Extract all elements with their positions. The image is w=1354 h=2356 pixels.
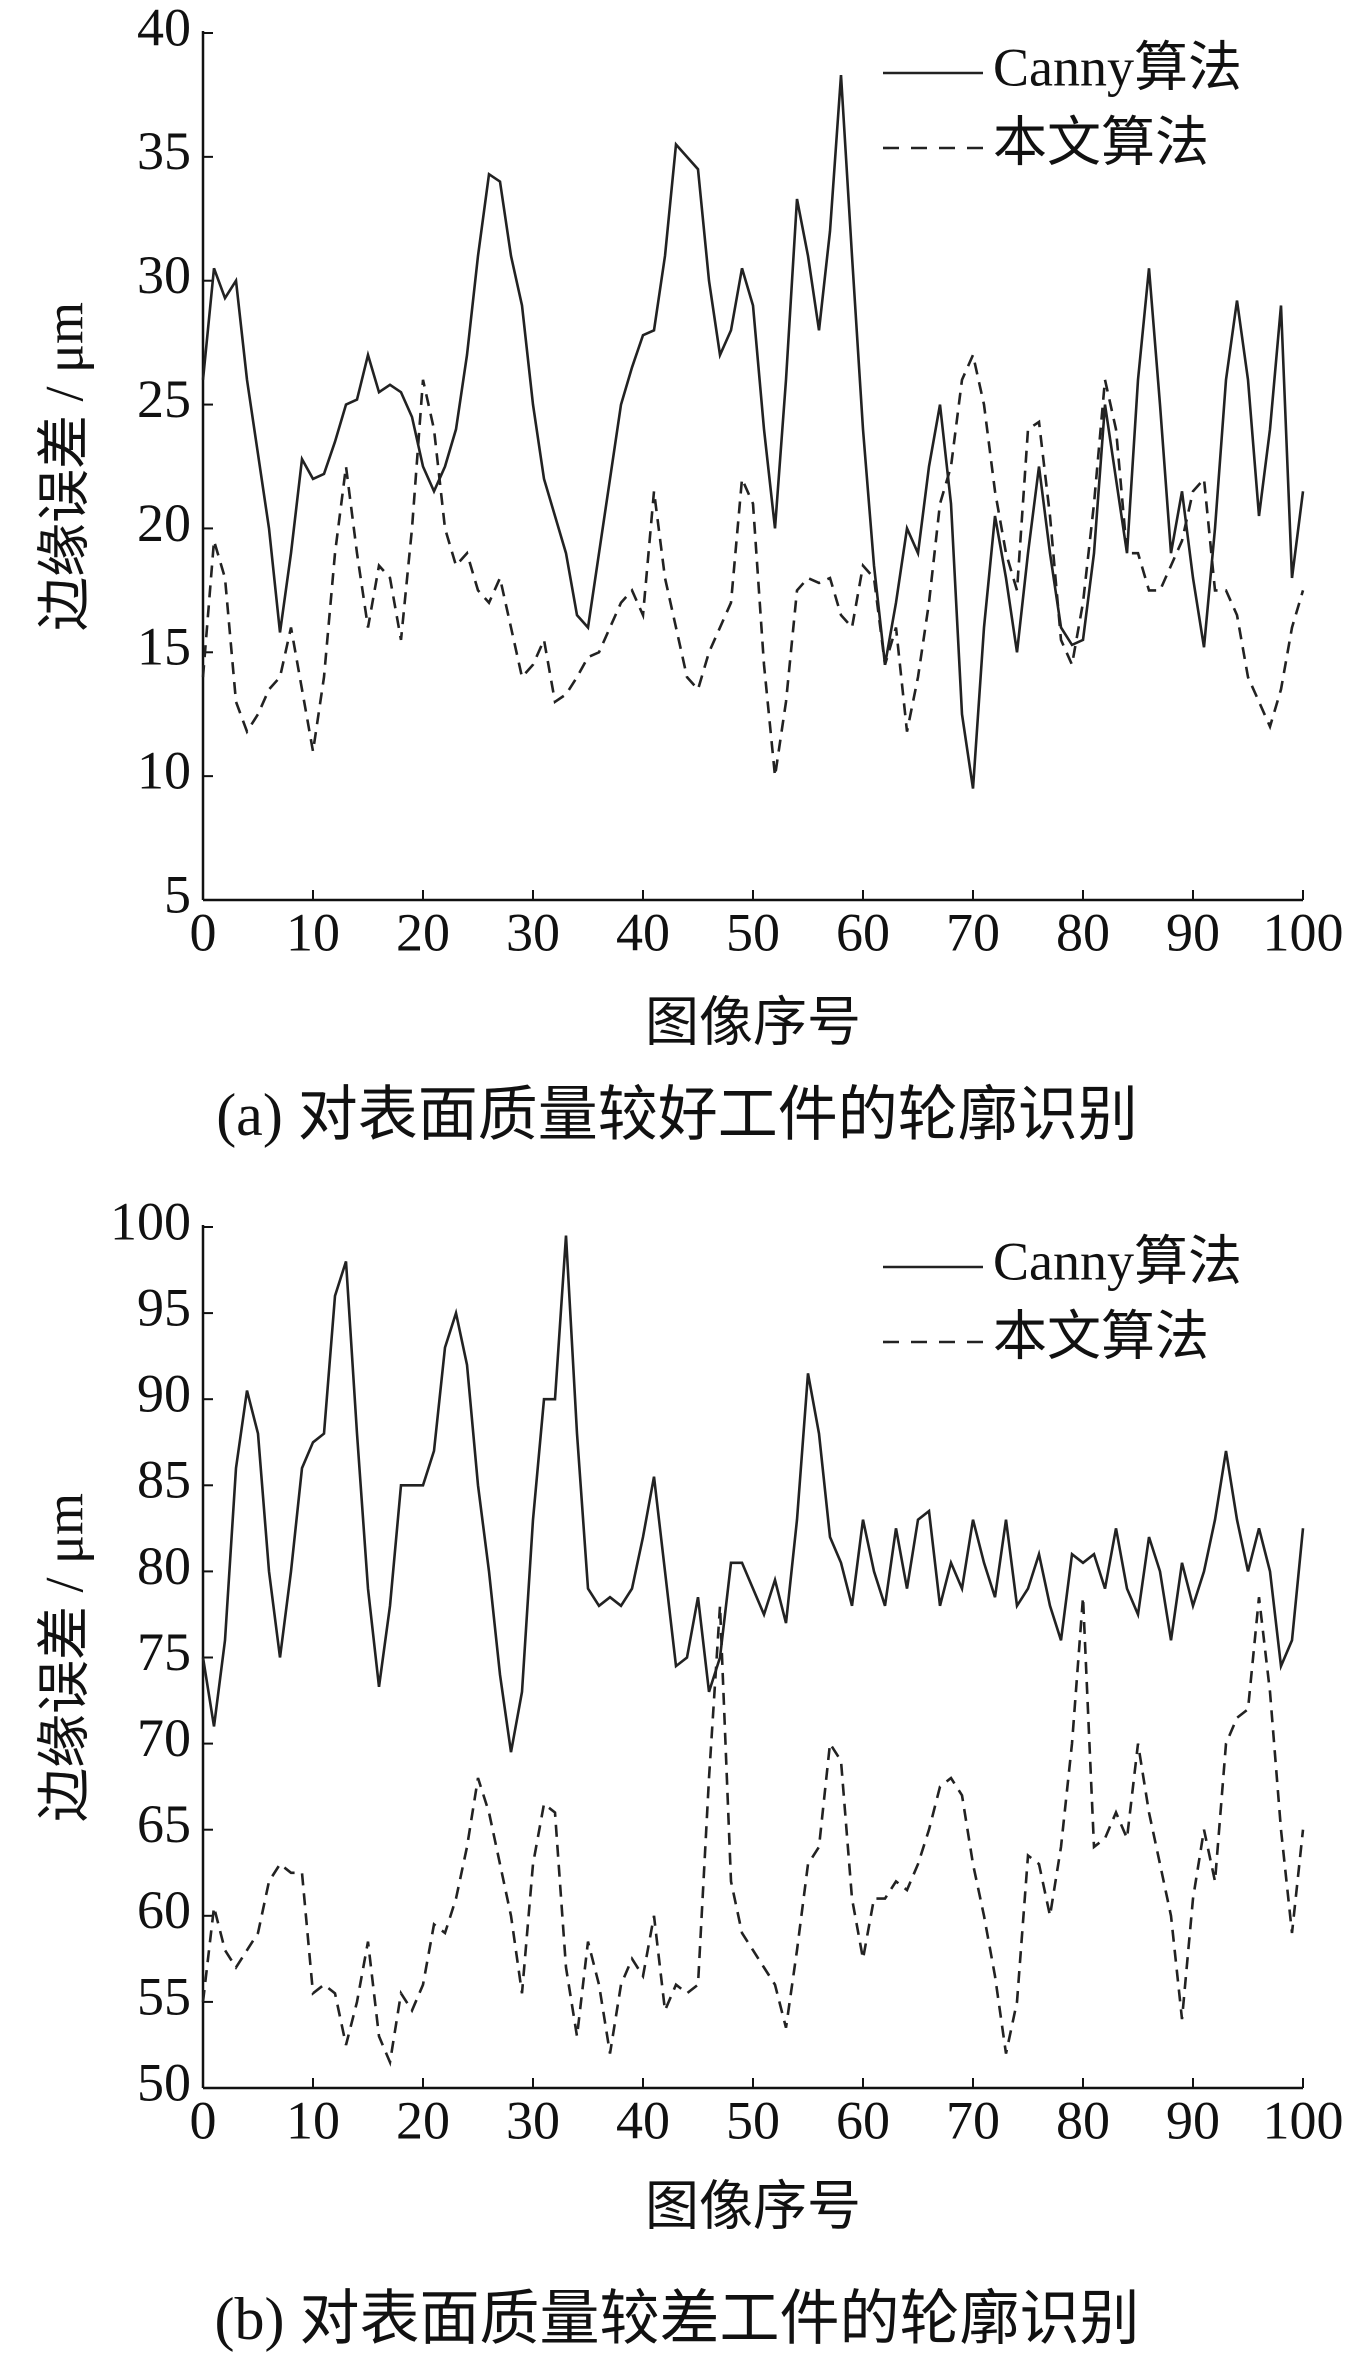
x-tick-label: 10	[286, 902, 340, 962]
x-tick-label: 90	[1166, 902, 1220, 962]
y-tick-label: 50	[137, 2052, 191, 2112]
y-tick-label: 15	[137, 617, 191, 677]
y-tick-label: 35	[137, 121, 191, 181]
legend-label: Canny算法	[993, 37, 1242, 97]
x-tick-label: 60	[836, 902, 890, 962]
x-axis-label: 图像序号	[645, 2176, 861, 2236]
y-tick-label: 70	[137, 1708, 191, 1768]
y-axis-label: 边缘误差 / μm	[34, 302, 94, 631]
x-tick-label: 100	[1263, 2090, 1344, 2150]
caption: (a) 对表面质量较好工件的轮廓识别	[216, 1082, 1138, 1148]
y-tick-label: 55	[137, 1966, 191, 2026]
x-tick-label: 0	[190, 902, 217, 962]
y-axis-label: 边缘误差 / μm	[34, 1493, 94, 1822]
x-tick-label: 40	[616, 2090, 670, 2150]
x-tick-label: 70	[946, 902, 1000, 962]
x-tick-label: 30	[506, 2090, 560, 2150]
caption: (b) 对表面质量较差工件的轮廓识别	[215, 2286, 1140, 2352]
x-tick-label: 40	[616, 902, 670, 962]
legend-label: Canny算法	[993, 1231, 1242, 1291]
x-tick-label: 80	[1056, 902, 1110, 962]
x-tick-label: 50	[726, 902, 780, 962]
y-tick-label: 5	[164, 864, 191, 924]
series-line	[201, 75, 1305, 789]
legend-label: 本文算法	[993, 1306, 1209, 1366]
x-tick-label: 50	[726, 2090, 780, 2150]
x-tick-label: 90	[1166, 2090, 1220, 2150]
x-tick-label: 80	[1056, 2090, 1110, 2150]
y-tick-label: 10	[137, 741, 191, 801]
y-tick-label: 85	[137, 1450, 191, 1510]
y-tick-label: 60	[137, 1880, 191, 1940]
x-tick-label: 10	[286, 2090, 340, 2150]
y-tick-label: 90	[137, 1364, 191, 1424]
x-tick-label: 0	[190, 2090, 217, 2150]
x-axis-label: 图像序号	[645, 992, 861, 1052]
series-line	[201, 350, 1305, 777]
series-line	[201, 1235, 1305, 1753]
y-tick-label: 20	[137, 493, 191, 553]
y-tick-label: 100	[110, 1191, 191, 1251]
x-tick-label: 20	[396, 2090, 450, 2150]
y-tick-label: 25	[137, 369, 191, 429]
y-tick-label: 40	[137, 0, 191, 57]
x-tick-label: 20	[396, 902, 450, 962]
y-tick-label: 95	[137, 1277, 191, 1337]
y-tick-label: 80	[137, 1536, 191, 1596]
y-tick-label: 65	[137, 1794, 191, 1854]
series-line	[201, 1597, 1305, 2067]
y-tick-label: 30	[137, 245, 191, 305]
x-tick-label: 30	[506, 902, 560, 962]
legend-label: 本文算法	[993, 112, 1209, 172]
y-tick-label: 75	[137, 1622, 191, 1682]
x-tick-label: 100	[1263, 902, 1344, 962]
x-tick-label: 60	[836, 2090, 890, 2150]
x-tick-label: 70	[946, 2090, 1000, 2150]
